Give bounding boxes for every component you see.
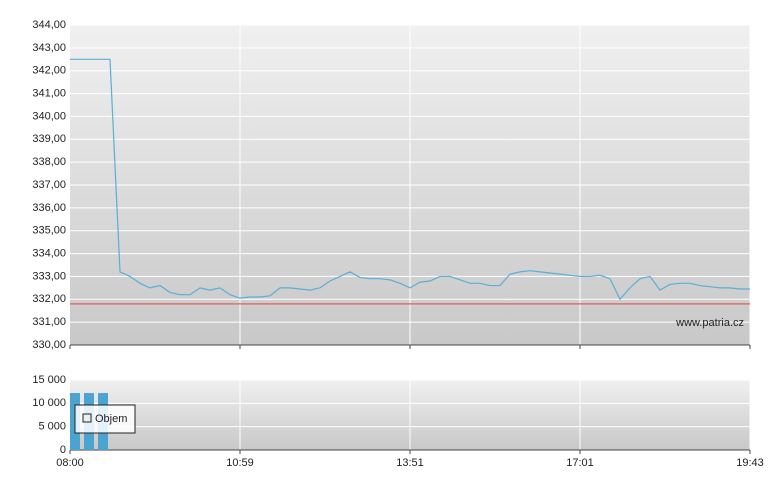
y-tick-label: 15 000 <box>32 374 66 386</box>
y-tick-label: 0 <box>60 444 66 456</box>
y-tick-label: 344,00 <box>32 19 66 31</box>
y-tick-label: 336,00 <box>32 202 66 214</box>
x-tick-label: 17:01 <box>566 457 594 469</box>
legend-swatch <box>82 413 92 423</box>
y-tick-label: 342,00 <box>32 65 66 77</box>
y-tick-label: 332,00 <box>32 293 66 305</box>
legend-label: Objem <box>95 413 127 425</box>
x-tick-label: 13:51 <box>396 457 424 469</box>
y-tick-label: 333,00 <box>32 270 66 282</box>
x-tick-label: 10:59 <box>226 457 254 469</box>
y-tick-label: 334,00 <box>32 247 66 259</box>
y-tick-label: 337,00 <box>32 179 66 191</box>
y-tick-label: 10 000 <box>32 397 66 409</box>
y-tick-label: 331,00 <box>32 316 66 328</box>
price-line <box>70 58 750 301</box>
y-tick-label: 343,00 <box>32 42 66 54</box>
y-tick-label: 340,00 <box>32 110 66 122</box>
y-tick-label: 330,00 <box>32 339 66 351</box>
watermark: www.patria.cz <box>675 317 744 329</box>
y-tick-label: 5 000 <box>38 421 66 433</box>
y-tick-label: 338,00 <box>32 156 66 168</box>
y-tick-label: 335,00 <box>32 225 66 237</box>
y-tick-label: 341,00 <box>32 87 66 99</box>
y-tick-label: 339,00 <box>32 133 66 145</box>
x-tick-label: 19:43 <box>736 457 764 469</box>
x-tick-label: 08:00 <box>56 457 84 469</box>
